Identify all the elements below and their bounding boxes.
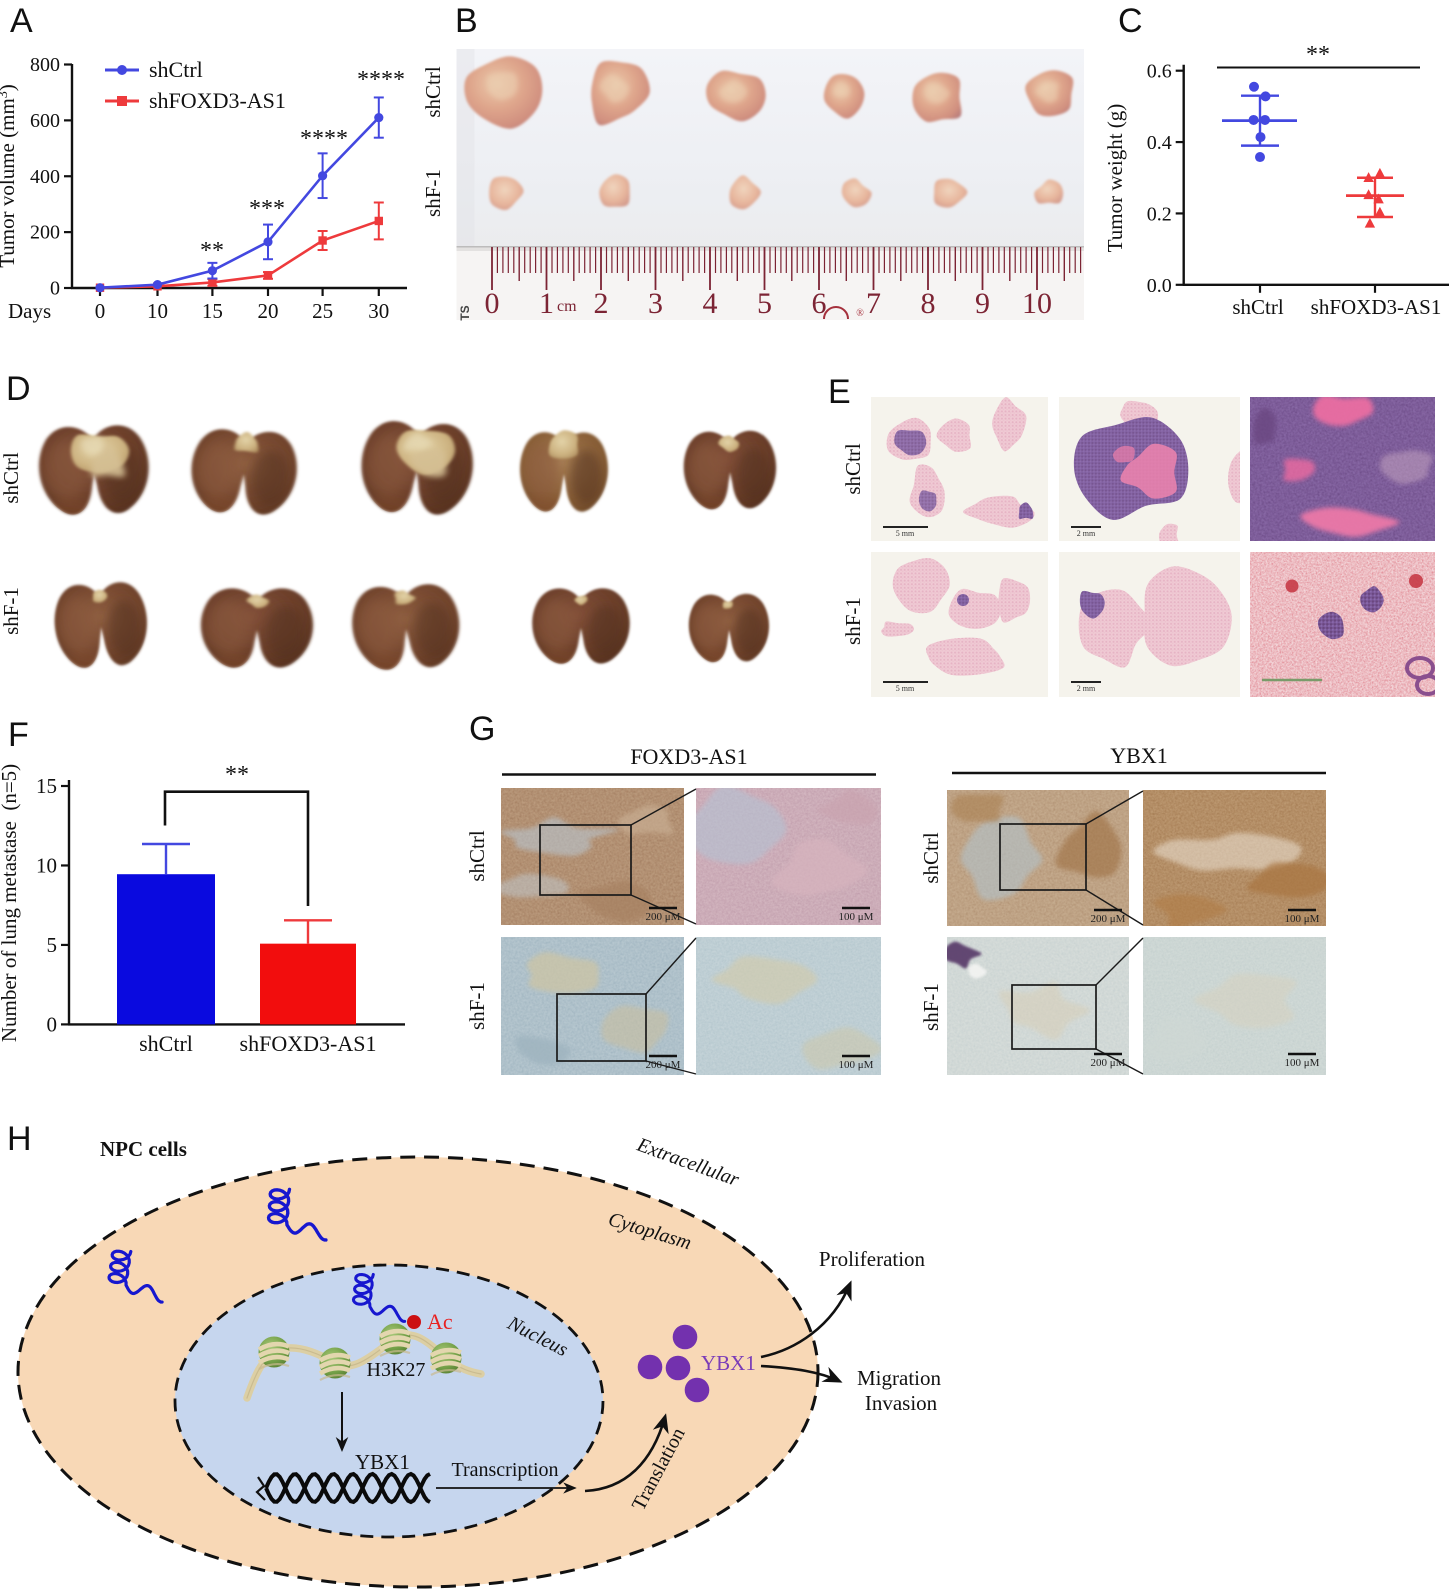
svg-text:shCtrl: shCtrl <box>919 832 943 884</box>
svg-text:5 mm: 5 mm <box>896 529 915 538</box>
svg-text:**: ** <box>1306 42 1330 68</box>
svg-text:20: 20 <box>258 299 279 323</box>
svg-text:15: 15 <box>36 774 57 798</box>
svg-text:0.2: 0.2 <box>1147 203 1172 225</box>
svg-text:Tumor volume (mm3): Tumor volume (mm3) <box>0 84 19 268</box>
svg-text:25: 25 <box>312 299 333 323</box>
svg-text:200 μM: 200 μM <box>646 1059 681 1071</box>
svg-text:200: 200 <box>30 222 60 244</box>
svg-text:Number of lung metastase (n=5: Number of lung metastase (n=5) <box>0 764 21 1042</box>
svg-text:100 μM: 100 μM <box>839 911 874 923</box>
svg-text:FOXD3-AS1: FOXD3-AS1 <box>630 744 747 769</box>
svg-text:****: **** <box>300 126 348 152</box>
svg-text:0: 0 <box>47 1012 58 1036</box>
svg-text:shCtrl: shCtrl <box>465 830 489 882</box>
svg-text:H: H <box>7 1120 32 1158</box>
svg-text:shF-1: shF-1 <box>421 169 445 217</box>
svg-text:C: C <box>1118 2 1143 40</box>
svg-text:**: ** <box>225 762 249 788</box>
svg-text:Proliferation: Proliferation <box>819 1247 926 1271</box>
svg-text:0.4: 0.4 <box>1147 132 1172 154</box>
svg-text:3: 3 <box>648 287 663 320</box>
svg-text:7: 7 <box>866 287 881 320</box>
svg-text:G: G <box>469 710 495 748</box>
svg-text:15: 15 <box>202 299 223 323</box>
svg-text:0: 0 <box>95 299 106 323</box>
svg-text:10: 10 <box>1022 287 1052 320</box>
svg-text:shF-1: shF-1 <box>465 982 489 1030</box>
svg-text:5: 5 <box>47 933 58 957</box>
svg-text:200 μM: 200 μM <box>1091 913 1126 925</box>
svg-text:0: 0 <box>485 287 500 320</box>
svg-text:8: 8 <box>921 287 936 320</box>
svg-text:800: 800 <box>30 54 60 76</box>
svg-text:0.6: 0.6 <box>1147 61 1172 83</box>
svg-text:shCtrl: shCtrl <box>1232 295 1284 319</box>
svg-text:30: 30 <box>368 299 389 323</box>
svg-text:TS: TS <box>458 305 472 320</box>
svg-text:100 μM: 100 μM <box>839 1059 874 1071</box>
svg-text:shF-1: shF-1 <box>0 587 23 635</box>
svg-text:®: ® <box>856 308 864 319</box>
svg-text:**: ** <box>200 238 224 264</box>
svg-text:2 mm: 2 mm <box>1077 684 1096 693</box>
svg-text:4: 4 <box>703 287 718 320</box>
svg-text:shCtrl: shCtrl <box>149 57 203 82</box>
svg-text:shFOXD3-AS1: shFOXD3-AS1 <box>240 1031 377 1056</box>
svg-text:F: F <box>8 716 29 754</box>
svg-text:Invasion: Invasion <box>865 1391 938 1415</box>
svg-text:100 μM: 100 μM <box>1285 1057 1320 1069</box>
svg-text:A: A <box>10 2 33 40</box>
svg-text:Migration: Migration <box>857 1366 941 1390</box>
svg-text:10: 10 <box>36 853 57 877</box>
svg-text:5 mm: 5 mm <box>896 684 915 693</box>
svg-text:shCtrl: shCtrl <box>421 66 445 118</box>
svg-text:5: 5 <box>757 287 772 320</box>
svg-text:Transcription: Transcription <box>451 1459 558 1481</box>
svg-text:H3K27: H3K27 <box>367 1359 426 1381</box>
svg-text:600: 600 <box>30 110 60 132</box>
svg-text:6: 6 <box>812 287 827 320</box>
svg-text:YBX1: YBX1 <box>701 1351 756 1375</box>
svg-text:shF-1: shF-1 <box>841 597 865 645</box>
svg-text:NPC cells: NPC cells <box>100 1137 187 1161</box>
svg-text:2: 2 <box>594 287 609 320</box>
svg-text:0: 0 <box>50 278 60 300</box>
svg-text:Days: Days <box>8 299 51 323</box>
svg-text:shFOXD3-AS1: shFOXD3-AS1 <box>1311 295 1442 319</box>
svg-text:shCtrl: shCtrl <box>841 443 865 495</box>
svg-text:Extracellular: Extracellular <box>633 1133 742 1191</box>
svg-text:shCtrl: shCtrl <box>0 452 23 504</box>
svg-text:200 μM: 200 μM <box>1091 1057 1126 1069</box>
svg-text:****: **** <box>357 67 405 93</box>
svg-text:shFOXD3-AS1: shFOXD3-AS1 <box>149 88 286 113</box>
svg-text:9: 9 <box>975 287 990 320</box>
svg-text:200 μM: 200 μM <box>646 911 681 923</box>
svg-text:10: 10 <box>147 299 168 323</box>
svg-text:1: 1 <box>539 287 554 320</box>
svg-text:YBX1: YBX1 <box>355 1450 410 1474</box>
svg-text:shCtrl: shCtrl <box>139 1031 193 1056</box>
svg-text:0.0: 0.0 <box>1147 275 1172 297</box>
svg-text:YBX1: YBX1 <box>1110 743 1167 768</box>
svg-text:cm: cm <box>557 298 577 315</box>
svg-text:D: D <box>6 370 31 408</box>
svg-text:B: B <box>455 2 478 40</box>
svg-text:shF-1: shF-1 <box>919 983 943 1031</box>
svg-text:2 mm: 2 mm <box>1077 529 1096 538</box>
svg-text:***: *** <box>249 196 285 222</box>
svg-text:E: E <box>828 373 851 411</box>
svg-text:Tumor weight (g): Tumor weight (g) <box>1103 104 1127 253</box>
svg-text:100 μM: 100 μM <box>1285 913 1320 925</box>
svg-text:400: 400 <box>30 166 60 188</box>
svg-text:Ac: Ac <box>427 1309 453 1334</box>
